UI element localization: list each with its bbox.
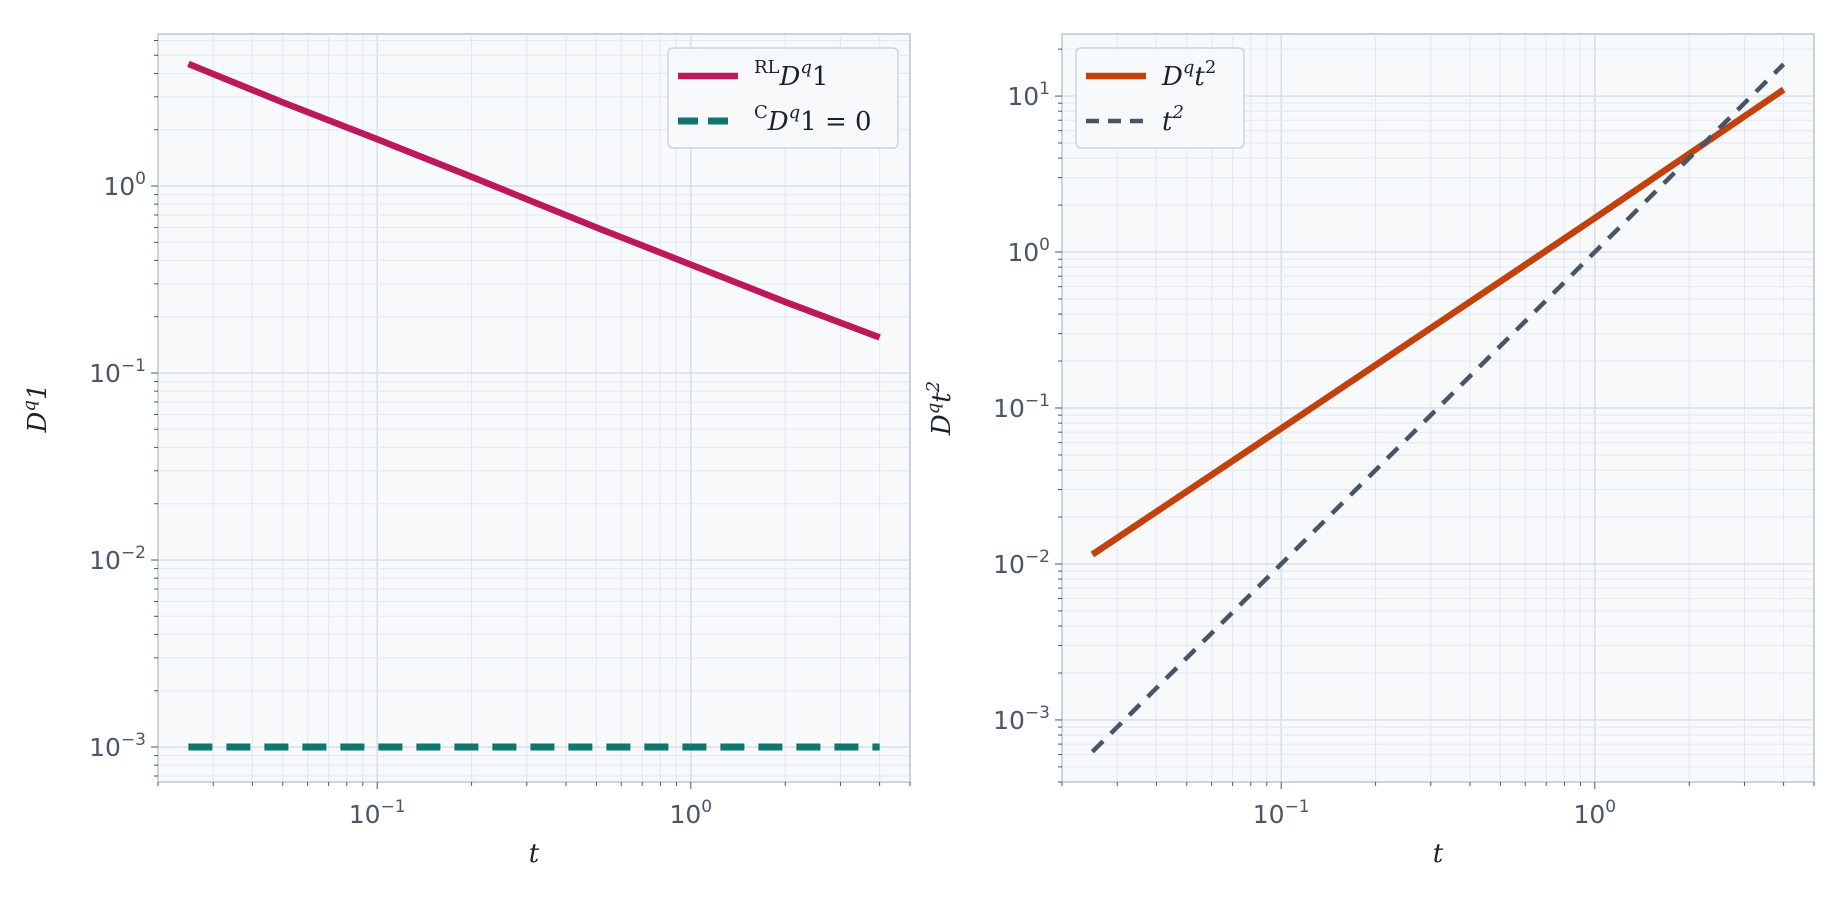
ticks [1055,48,1815,789]
y-tick-label: 10−3 [89,730,146,762]
x-tick-label: 10−1 [349,797,406,829]
y-tick-label: 10−3 [993,703,1050,735]
ticks [151,40,911,789]
y-tick-label: 100 [1007,235,1050,267]
legend: Dqt2 t2 [1075,47,1245,149]
grid [157,34,911,782]
y-tick-label: 10−2 [993,547,1050,579]
x-tick-label: 100 [669,797,712,829]
y-axis-label: Dq1 [19,384,53,434]
series-line-t2 [1090,62,1786,754]
x-axis-label: t [1433,839,1444,869]
x-tick-label: 10−1 [1253,797,1310,829]
x-tick-label: 100 [1573,797,1616,829]
legend-label-t2: t2 [1162,102,1184,137]
x-axis-label: t [529,839,540,869]
legend-label-C_Dq1: CDq1 = 0 [754,102,872,137]
y-tick-label: 10−1 [89,356,146,388]
series-line-Dq_t2 [1090,86,1786,558]
legend-box [1075,47,1245,149]
y-axis-label: Dqt2 [923,381,957,436]
plot-frame [157,33,911,783]
legend: RLDq1 CDq1 = 0 [667,47,899,149]
y-tick-label: 10−2 [89,543,146,575]
legend-label-Dq_t2: Dqt2 [1161,57,1216,92]
grid [1061,34,1815,783]
series-line-RL_Dq1 [187,60,881,341]
legend-label-RL_Dq1: RLDq1 [754,57,828,92]
y-tick-label: 10−1 [993,391,1050,423]
chart-panel-1: 10−1 100 10−3 10−2 10−1 100 t Dq1 RLDq1 CDq1 = 0 [19,33,911,869]
chart-panel-2: 10−1 100 10−3 10−2 10−1 100 101 t Dqt2 Dqt2 t2 [923,33,1815,869]
y-tick-label: 100 [103,169,146,201]
y-tick-label: 101 [1007,79,1050,111]
